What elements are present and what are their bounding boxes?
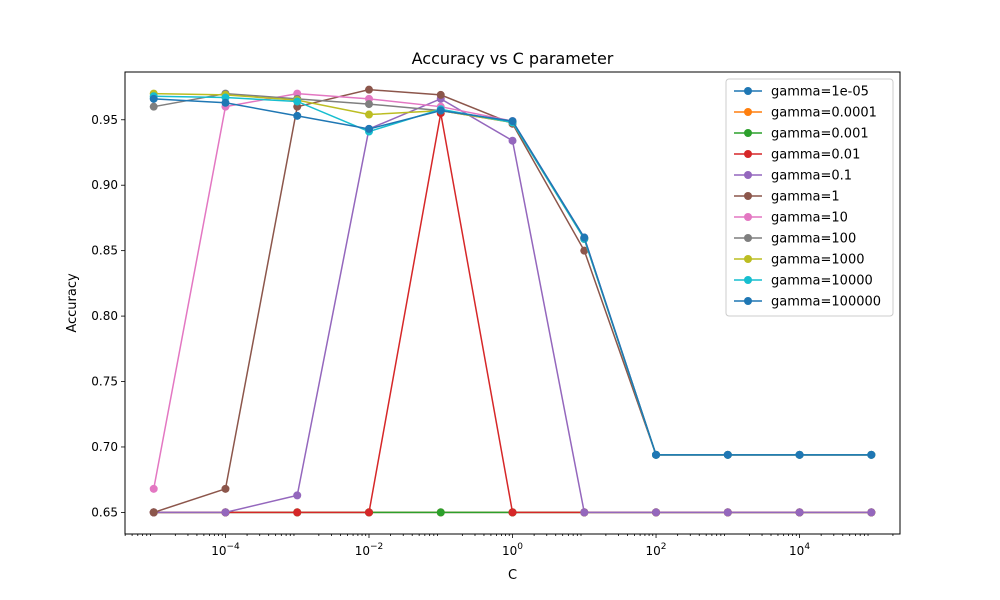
- data-point: [580, 233, 589, 242]
- data-point: [652, 450, 661, 459]
- legend-marker: [744, 234, 752, 242]
- data-point: [364, 508, 373, 517]
- y-tick-label: 0.70: [91, 440, 118, 454]
- data-point: [795, 508, 804, 517]
- legend-marker: [744, 150, 752, 158]
- data-point: [364, 100, 373, 109]
- data-point: [723, 508, 732, 517]
- x-axis-label: C: [508, 568, 517, 583]
- legend-marker: [744, 108, 752, 116]
- chart-title: Accuracy vs C parameter: [412, 49, 614, 68]
- data-point: [149, 508, 158, 517]
- series-group: [149, 85, 876, 517]
- data-point: [867, 508, 876, 517]
- legend-label: gamma=0.001: [771, 127, 869, 142]
- legend-label: gamma=0.01: [771, 148, 860, 163]
- legend-marker: [744, 297, 752, 305]
- x-tick-label: 10−4: [211, 542, 240, 558]
- legend-marker: [744, 213, 752, 221]
- legend-item: gamma=10000: [734, 274, 873, 289]
- legend-label: gamma=100000: [771, 295, 881, 310]
- legend-item: gamma=0.01: [734, 148, 860, 163]
- legend-label: gamma=100: [771, 232, 856, 247]
- legend-item: gamma=100000: [734, 295, 881, 310]
- data-point: [364, 85, 373, 94]
- legend-marker: [744, 87, 752, 95]
- legend-label: gamma=10000: [771, 274, 873, 289]
- legend-item: gamma=10: [734, 211, 848, 226]
- legend-item: gamma=0.1: [734, 169, 852, 184]
- legend-item: gamma=0.0001: [734, 106, 877, 121]
- y-tick-label: 0.75: [91, 375, 118, 389]
- legend-label: gamma=1e-05: [771, 85, 869, 100]
- data-point: [508, 117, 517, 126]
- y-tick-label: 0.95: [91, 113, 118, 127]
- legend-label: gamma=0.1: [771, 169, 852, 184]
- data-point: [580, 508, 589, 517]
- legend-marker: [744, 276, 752, 284]
- data-point: [293, 491, 302, 500]
- data-point: [149, 94, 158, 103]
- data-point: [293, 111, 302, 120]
- x-tick-label: 10−2: [355, 542, 384, 558]
- legend-item: gamma=1e-05: [734, 85, 869, 100]
- legend-marker: [744, 255, 752, 263]
- data-point: [436, 508, 445, 517]
- data-point: [364, 110, 373, 119]
- data-point: [436, 90, 445, 99]
- data-point: [221, 98, 230, 107]
- x-tick-label: 102: [646, 542, 667, 558]
- legend-box: [725, 78, 894, 317]
- y-axis: 0.65 0.70 0.75 0.80 0.85 0.90 0.95: [91, 113, 125, 519]
- data-point: [580, 246, 589, 255]
- legend-label: gamma=0.0001: [771, 106, 877, 121]
- data-point: [723, 450, 732, 459]
- data-point: [508, 136, 517, 145]
- y-tick-label: 0.90: [91, 178, 118, 192]
- y-tick-label: 0.85: [91, 244, 118, 258]
- data-point: [508, 508, 517, 517]
- x-tick-label: 100: [502, 542, 523, 558]
- data-point: [652, 508, 661, 517]
- data-point: [293, 508, 302, 517]
- series-gamma=100000: [149, 94, 876, 459]
- legend-label: gamma=1: [771, 190, 840, 205]
- data-point: [149, 484, 158, 493]
- x-axis: 10−4 10−2 100 102 104: [124, 534, 894, 558]
- legend: gamma=1e-05 gamma=0.0001 gamma=0.001 gamma=…: [725, 78, 894, 317]
- y-axis-label: Accuracy: [65, 273, 80, 333]
- data-point: [795, 450, 804, 459]
- legend-marker: [744, 129, 752, 137]
- y-tick-label: 0.65: [91, 505, 118, 519]
- x-tick-label: 104: [789, 542, 810, 558]
- legend-label: gamma=10: [771, 211, 848, 226]
- legend-item: gamma=100: [734, 232, 856, 247]
- legend-item: gamma=1: [734, 190, 840, 205]
- data-point: [364, 124, 373, 133]
- data-point: [221, 508, 230, 517]
- data-point: [293, 97, 302, 106]
- y-tick-label: 0.80: [91, 309, 118, 323]
- data-point: [436, 106, 445, 115]
- legend-marker: [744, 192, 752, 200]
- legend-label: gamma=1000: [771, 253, 865, 268]
- legend-marker: [744, 171, 752, 179]
- legend-item: gamma=0.001: [734, 127, 869, 142]
- data-point: [149, 102, 158, 111]
- data-point: [867, 450, 876, 459]
- data-point: [221, 484, 230, 493]
- legend-item: gamma=1000: [734, 253, 865, 268]
